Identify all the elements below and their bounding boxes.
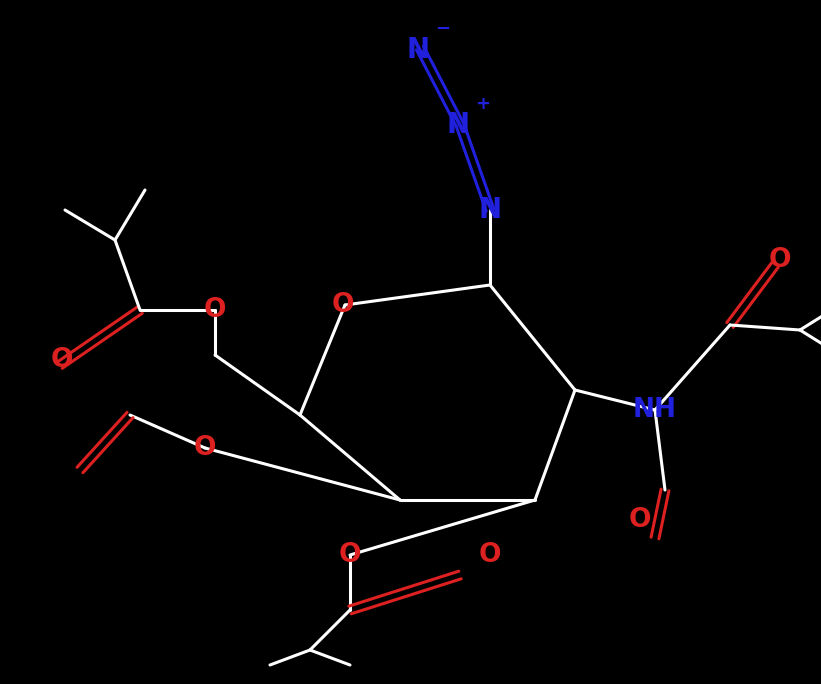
Text: O: O bbox=[51, 347, 73, 373]
Text: O: O bbox=[194, 435, 216, 461]
Text: O: O bbox=[204, 297, 227, 323]
Text: −: − bbox=[435, 20, 450, 38]
Text: O: O bbox=[629, 507, 651, 533]
Text: O: O bbox=[768, 247, 791, 273]
Text: N: N bbox=[447, 111, 470, 139]
Text: O: O bbox=[339, 542, 361, 568]
Text: O: O bbox=[332, 292, 354, 318]
Text: NH: NH bbox=[633, 397, 677, 423]
Text: O: O bbox=[479, 542, 502, 568]
Text: N: N bbox=[479, 196, 502, 224]
Text: N: N bbox=[406, 36, 429, 64]
Text: +: + bbox=[475, 95, 490, 113]
